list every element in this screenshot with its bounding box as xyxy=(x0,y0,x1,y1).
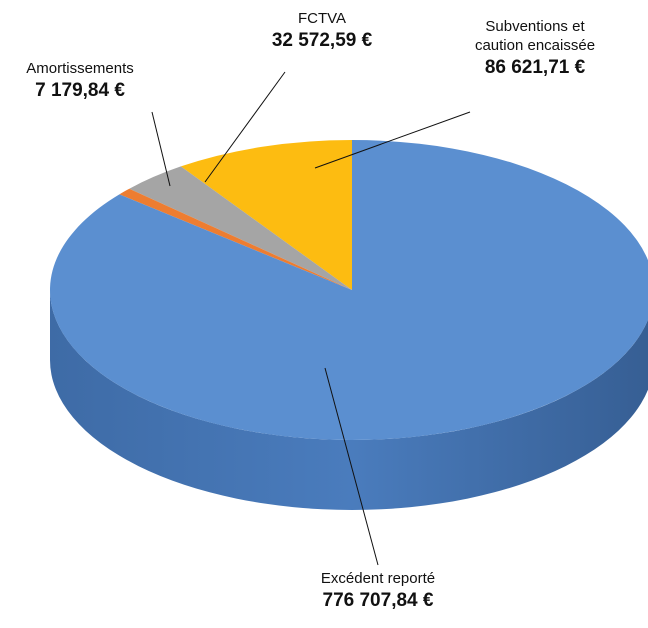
value-label: 7 179,84 € xyxy=(35,79,125,101)
pie-slice xyxy=(180,140,352,290)
pie-slice xyxy=(129,166,352,290)
category-label: Subventions et caution encaissée xyxy=(474,18,596,54)
leader-line xyxy=(314,111,471,169)
category-label: FCTVA xyxy=(297,10,347,27)
value-label: 86 621,71 € xyxy=(484,56,586,78)
value-label: 776 707,84 € xyxy=(322,589,434,611)
category-label: Amortissements xyxy=(26,60,134,77)
slice-label: FCTVA 32 572,59 € xyxy=(247,10,397,53)
slice-label: Subventions et caution encaissée 86 621,7… xyxy=(450,18,620,79)
slice-label: Amortissements 7 179,84 € xyxy=(5,60,155,103)
leader-line xyxy=(204,71,286,183)
leader-line xyxy=(151,111,171,187)
category-label: Excédent reporté xyxy=(320,570,436,587)
slice-label: Excédent reporté 776 707,84 € xyxy=(278,570,478,613)
value-label: 32 572,59 € xyxy=(271,29,373,51)
pie-side xyxy=(50,290,648,510)
pie-slice xyxy=(50,140,648,440)
pie-slice xyxy=(119,188,353,290)
leader-line xyxy=(324,367,379,566)
